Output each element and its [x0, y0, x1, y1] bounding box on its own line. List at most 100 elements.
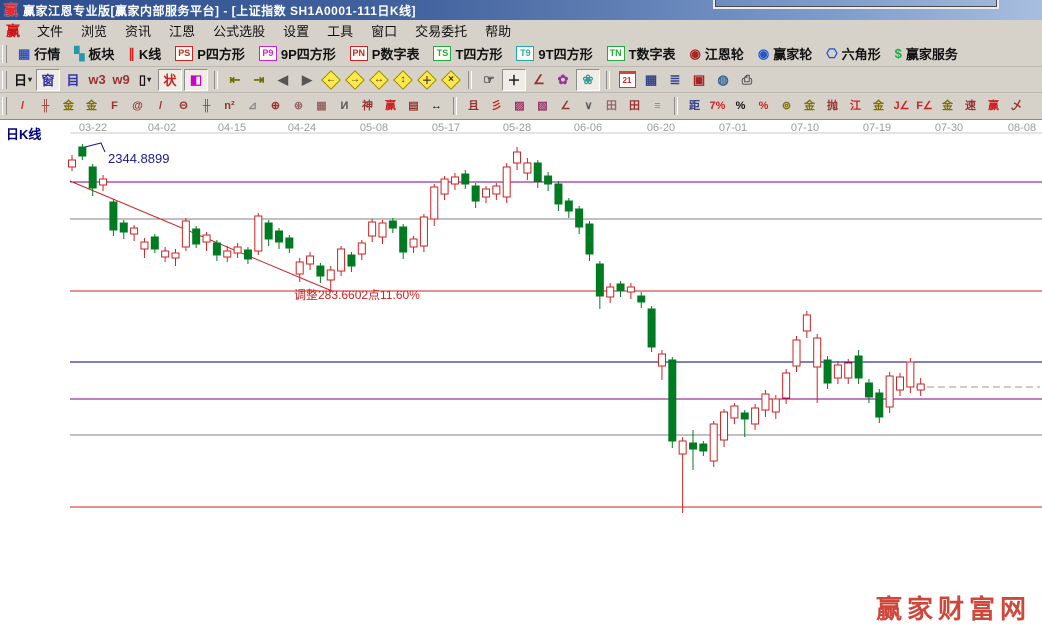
tool-last-bar[interactable]: ⇥ — [248, 70, 270, 90]
draw-tool-grid-b[interactable]: 田 — [624, 97, 645, 116]
draw-tool-hash2[interactable]: ╫ — [196, 97, 217, 116]
tool-region-tool[interactable]: ❀ — [576, 68, 600, 91]
draw-tool-angle-pen[interactable]: ∠ — [555, 97, 576, 116]
toolbar-button-9p-square[interactable]: P9 9P四方形 — [252, 42, 343, 65]
tool-shift-left[interactable]: ← — [320, 70, 342, 90]
toolbar-button-t-table[interactable]: TN T数字表 — [600, 42, 683, 65]
tool-calendar[interactable]: 21 — [616, 70, 638, 90]
tool-flower-tool[interactable]: ✿ — [552, 70, 574, 90]
tool-window-layout[interactable]: 窗 — [36, 68, 60, 91]
tool-zoom-all[interactable]: ＋ — [416, 70, 438, 90]
tool-calculator[interactable]: ▦ — [640, 70, 662, 90]
toolbar-button-p-square[interactable]: PS P四方形 — [168, 42, 252, 65]
menu-item-设置[interactable]: 设置 — [283, 24, 310, 39]
toolbar-button-t-square[interactable]: TS T四方形 — [426, 42, 509, 65]
draw-tool-square-n2[interactable]: n² — [219, 97, 240, 116]
draw-tool-gold-grid-2[interactable]: 金 — [81, 97, 102, 116]
draw-tool-grid-a[interactable]: 田 — [601, 97, 622, 116]
tool-shift-right[interactable]: → — [344, 70, 366, 90]
draw-tool-box-tool[interactable]: 且 — [463, 97, 484, 116]
tool-notes[interactable]: ≣ — [664, 70, 686, 90]
menu-item-帮助[interactable]: 帮助 — [485, 24, 512, 39]
toolbar-grip[interactable] — [2, 97, 7, 115]
draw-tool-shade-box2[interactable]: ▧ — [532, 97, 553, 116]
tool-wave-3[interactable]: w3 — [86, 70, 108, 90]
draw-tool-shade-box1[interactable]: ▨ — [509, 97, 530, 116]
tool-wave-9[interactable]: w9 — [110, 70, 132, 90]
toolbar-button-gann-wheel[interactable]: ◉ 江恩轮 — [683, 42, 751, 65]
tool-candle-style-dropdown[interactable]: ▯ ▾ — [134, 70, 156, 90]
draw-tool-ying-grid[interactable]: 赢 — [380, 97, 401, 116]
tool-period-day-dropdown[interactable]: 日 ▾ — [12, 70, 34, 90]
tool-zoom-fit[interactable]: × — [440, 70, 462, 90]
toolbar-button-9t-square[interactable]: T9 9T四方形 — [509, 42, 599, 65]
tool-next-bar[interactable]: ▶ — [296, 70, 318, 90]
menu-item-江恩[interactable]: 江恩 — [169, 24, 196, 39]
draw-tool-fibo-grid[interactable]: F — [104, 97, 125, 116]
draw-tool-gold-angle[interactable]: 金 — [937, 97, 958, 116]
draw-tool-spiral[interactable]: @ — [127, 97, 148, 116]
tool-indicator-chart[interactable]: ◧ — [184, 68, 208, 91]
menu-item-窗口[interactable]: 窗口 — [371, 24, 398, 39]
draw-tool-f-angle[interactable]: F∠ — [914, 97, 935, 116]
toolbar-button-hexagon[interactable]: ⎔ 六角形 — [819, 42, 887, 65]
draw-tool-fan-lines[interactable]: 彡 — [486, 97, 507, 116]
tool-pattern[interactable]: 状 — [158, 68, 182, 91]
draw-tool-gann-star[interactable]: ⊛ — [288, 97, 309, 116]
draw-tool-time-cycle[interactable]: Θ — [173, 97, 194, 116]
toolbar-button-sectors[interactable]: ▚ 板块 — [67, 42, 121, 65]
draw-tool-gold-lines[interactable]: 金 — [799, 97, 820, 116]
draw-tool-throw-pen[interactable]: 抛 — [822, 97, 843, 116]
menu-item-文件[interactable]: 文件 — [37, 24, 64, 39]
down-trendline[interactable] — [69, 180, 333, 292]
menu-item-资讯[interactable]: 资讯 — [125, 24, 152, 39]
draw-tool-box-grid[interactable]: ▦ — [311, 97, 332, 116]
draw-tool-brush[interactable]: / — [12, 97, 33, 116]
menu-item-公式选股[interactable]: 公式选股 — [213, 24, 266, 39]
toolbar-grip[interactable] — [2, 44, 7, 63]
tool-prev-bar[interactable]: ◀ — [272, 70, 294, 90]
toolbar-grip[interactable] — [2, 70, 7, 89]
draw-tool-shen-grid[interactable]: 神 — [357, 97, 378, 116]
menu-item-交易委托[interactable]: 交易委托 — [415, 24, 468, 39]
menu-item-浏览[interactable]: 浏览 — [81, 24, 108, 39]
draw-tool-four-angle[interactable]: 乄 — [1006, 97, 1027, 116]
draw-tool-pen-grid[interactable]: / — [150, 97, 171, 116]
draw-tool-pct-lines[interactable]: % — [753, 97, 774, 116]
tool-save[interactable]: ▣ — [688, 70, 710, 90]
tool-zoom-vertical[interactable]: ↕ — [392, 70, 414, 90]
draw-tool-grid-lines[interactable]: ╫ — [35, 97, 56, 116]
toolbar-button-p-table[interactable]: PN P数字表 — [343, 42, 427, 65]
draw-tool-pct[interactable]: % — [730, 97, 751, 116]
draw-tool-ying-angle[interactable]: 赢 — [983, 97, 1004, 116]
draw-tool-num-grid[interactable]: ▤ — [403, 97, 424, 116]
draw-tool-flag-angle[interactable]: ⊿ — [242, 97, 263, 116]
draw-tool-zigzag[interactable]: ∨ — [578, 97, 599, 116]
toolbar-button-kline[interactable]: ∥ K线 — [121, 42, 168, 65]
tool-print[interactable]: ⎙ — [736, 70, 758, 90]
draw-tool-width-measure[interactable]: ↔ — [426, 97, 447, 116]
tool-zoom-horizontal[interactable]: ↔ — [368, 70, 390, 90]
tool-crosshair[interactable]: ＋ — [502, 68, 526, 91]
draw-tool-parallel[interactable]: ≡ — [647, 97, 668, 116]
draw-tool-wave-mark[interactable]: И — [334, 97, 355, 116]
tool-pan-hand[interactable]: ☞ — [478, 70, 500, 90]
draw-tool-pct-7[interactable]: 7% — [707, 97, 728, 116]
draw-tool-gold-2[interactable]: 金 — [868, 97, 889, 116]
tool-angle-measure[interactable]: ∠ — [528, 70, 550, 90]
draw-tool-speed-angle[interactable]: 速 — [960, 97, 981, 116]
tool-info-panel[interactable]: 目 — [62, 70, 84, 90]
draw-tool-gann-circle[interactable]: ⊕ — [265, 97, 286, 116]
toolbar-button-quotes[interactable]: ▦ 行情 — [11, 42, 67, 65]
draw-tool-river-lines[interactable]: 江 — [845, 97, 866, 116]
kline-chart[interactable]: 2344.8899 调整283.6602点11.60% — [0, 120, 1042, 517]
draw-tool-measure[interactable]: 距 — [684, 97, 705, 116]
draw-tool-gold-grid-1[interactable]: 金 — [58, 97, 79, 116]
menu-item-工具[interactable]: 工具 — [327, 24, 354, 39]
draw-tool-j-angle[interactable]: J∠ — [891, 97, 912, 116]
draw-tool-gold-circle[interactable]: ⊚ — [776, 97, 797, 116]
tool-export[interactable]: ◍ — [712, 70, 734, 90]
toolbar-button-winner-service[interactable]: $ 赢家服务 — [888, 42, 965, 65]
toolbar-button-winner-wheel[interactable]: ◉ 赢家轮 — [751, 42, 819, 65]
tool-first-bar[interactable]: ⇤ — [224, 70, 246, 90]
